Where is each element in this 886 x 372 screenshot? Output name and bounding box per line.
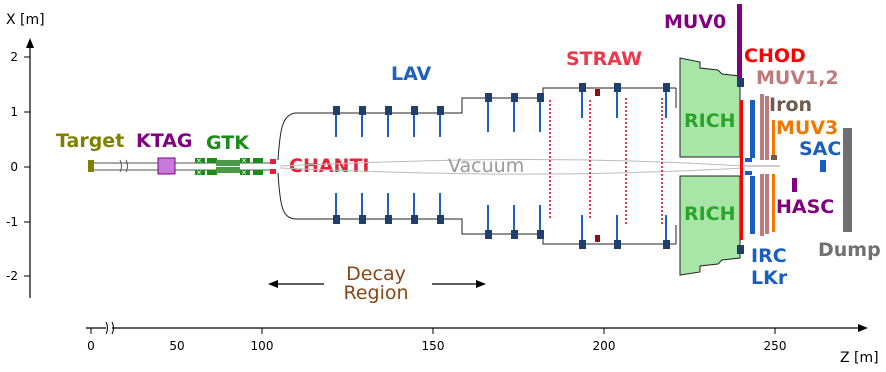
rich-label-bottom: RICH — [684, 203, 736, 225]
y-tick-label: 0 — [10, 160, 18, 174]
x-tick-label: 250 — [764, 339, 787, 353]
chanti-block — [270, 159, 276, 174]
lav-stations — [333, 83, 670, 249]
x-tick-label: 150 — [422, 339, 445, 353]
straw-label: STRAW — [566, 48, 642, 70]
iron-label: Iron — [769, 94, 812, 116]
decay-region-label-line2: Region — [343, 282, 408, 304]
muv12-label: MUV1,2 — [756, 67, 839, 89]
y-tick-label: 1 — [10, 105, 18, 119]
vacuum-label: Vacuum — [448, 155, 524, 177]
y-tick-label: -1 — [6, 215, 18, 229]
muv0-detector — [737, 4, 742, 78]
target-label: Target — [56, 130, 124, 152]
muv0-label: MUV0 — [664, 11, 726, 33]
lav-label: LAV — [391, 63, 432, 85]
ktag-block — [157, 157, 176, 175]
y-axis — [24, 38, 34, 298]
lkr-label: LKr — [751, 267, 788, 289]
y-axis-label: X [m] — [6, 12, 45, 28]
target-block — [88, 160, 94, 172]
svg-text:✕: ✕ — [241, 169, 247, 177]
beam-trajectory — [279, 159, 746, 167]
dump-label: Dump — [818, 239, 881, 261]
x-tick-label: 100 — [251, 339, 274, 353]
y-tick-label: -2 — [6, 269, 18, 283]
straw-magnet — [595, 235, 600, 242]
chod-label: CHOD — [744, 45, 806, 67]
rich-vessel — [679, 57, 741, 276]
straw-chambers — [549, 98, 663, 225]
gtk-label: GTK — [206, 132, 250, 154]
x-tick-label: 0 — [87, 339, 95, 353]
x-axis-label: Z [m] — [840, 350, 879, 366]
gtk-stations: ✕ ✕ ✕ ✕ — [195, 157, 263, 177]
beam-trajectory — [279, 167, 746, 175]
decay-vessel — [277, 87, 677, 245]
svg-text:✕: ✕ — [196, 157, 202, 165]
decay-region-label-line1: Decay — [346, 263, 406, 285]
x-axis — [86, 321, 868, 335]
ktag-label: KTAG — [136, 130, 193, 152]
rich-label-top: RICH — [684, 110, 736, 132]
sac-label: SAC — [799, 138, 841, 160]
x-tick-label: 200 — [593, 339, 616, 353]
svg-text:✕: ✕ — [196, 169, 202, 177]
svg-text:✕: ✕ — [241, 157, 247, 165]
hasc-label: HASC — [776, 196, 834, 218]
downstream-detectors — [737, 78, 852, 254]
decay-region-arrow — [268, 280, 486, 288]
y-tick-label: 2 — [10, 50, 18, 64]
irc-label: IRC — [751, 245, 787, 267]
muv3-label: MUV3 — [776, 117, 838, 139]
straw-magnet — [595, 89, 600, 96]
chanti-label: CHANTI — [289, 155, 369, 177]
x-tick-label: 50 — [169, 339, 184, 353]
